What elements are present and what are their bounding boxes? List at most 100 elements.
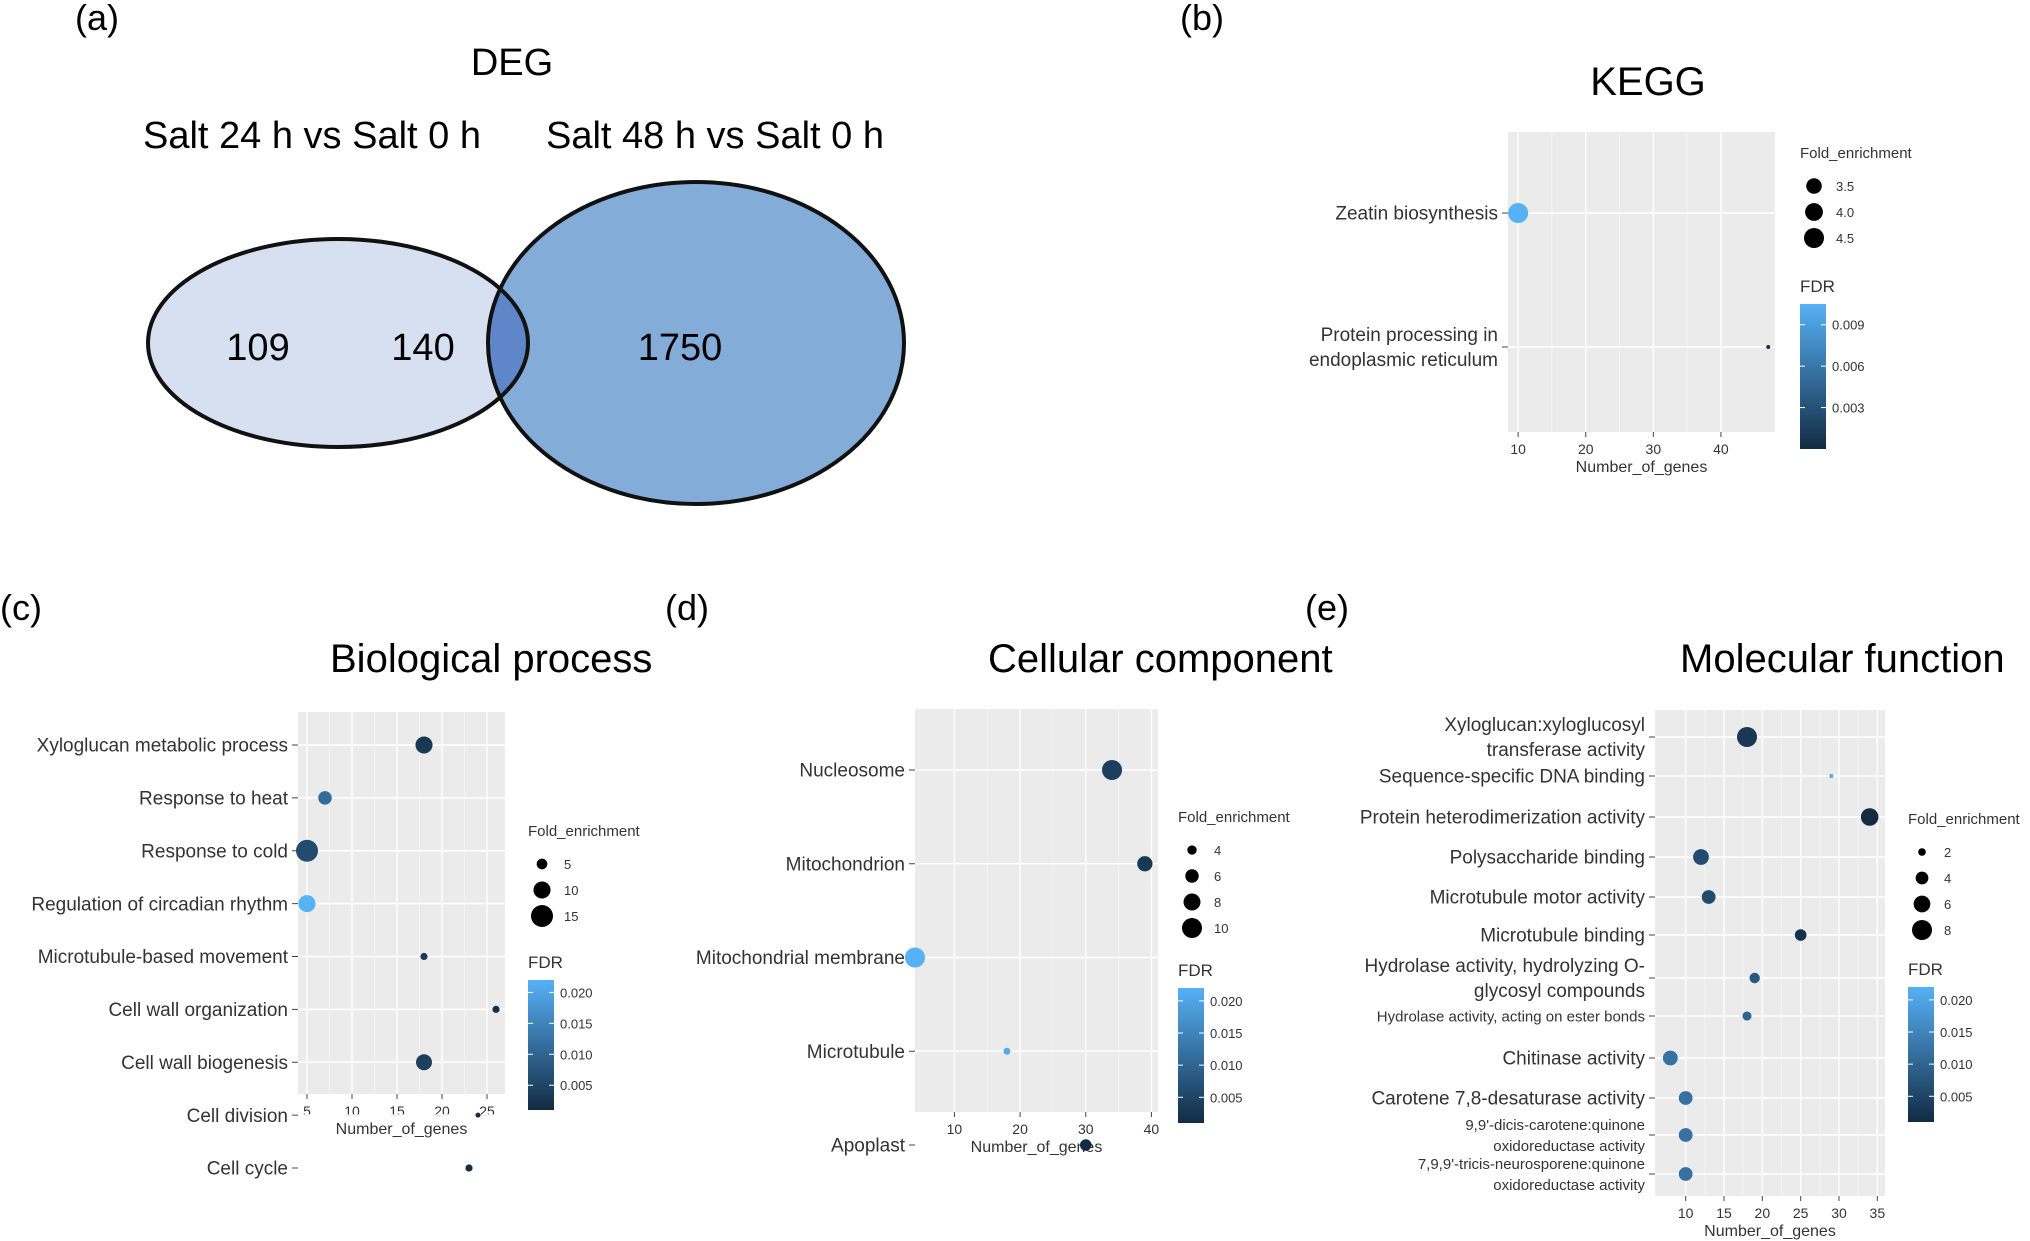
mf-category-label: Sequence-specific DNA binding — [1379, 767, 1645, 788]
venn-right-label: Salt 48 h vs Salt 0 h — [546, 115, 884, 157]
bp-color-legend-label: 0.015 — [560, 1016, 593, 1031]
mf-chart-title: Molecular function — [1680, 637, 2005, 681]
bp-x-axis-label: Number_of_genes — [336, 1121, 468, 1138]
kegg-category-label: endoplasmic reticulum — [1309, 350, 1498, 371]
mf-category-label: 7,9,9'-tricis-neurosporene:quinone — [1418, 1156, 1645, 1173]
bp-category-label: Cell cycle — [207, 1159, 288, 1180]
venn-diagram: DEG Salt 24 h vs Salt 0 h Salt 48 h vs S… — [143, 42, 906, 506]
mf-x-tick-label: 25 — [1793, 1205, 1809, 1221]
kegg-size-legend-key — [1805, 203, 1823, 221]
venn-right-set — [488, 182, 904, 504]
mf-plot-area — [1655, 710, 1885, 1196]
cc-size-legend-key — [1185, 869, 1199, 883]
venn-left-label: Salt 24 h vs Salt 0 h — [143, 115, 481, 157]
mf-data-point — [1737, 727, 1757, 747]
mf-color-legend-label: 0.015 — [1940, 1025, 1973, 1040]
mf-data-point — [1678, 1091, 1693, 1105]
mf-data-point — [1794, 929, 1807, 941]
mf-x-tick-label: 30 — [1831, 1205, 1847, 1221]
mf-data-point — [1860, 808, 1879, 826]
cc-category-label: Mitochondrial membrane — [696, 948, 905, 969]
mf-color-legend-label: 0.010 — [1940, 1057, 1973, 1072]
bp-category-label: Cell wall biogenesis — [121, 1053, 288, 1074]
mf-category-label: Chitinase activity — [1502, 1049, 1645, 1070]
bp-size-legend-key — [531, 905, 553, 927]
kegg-color-legend-title: FDR — [1800, 277, 1835, 296]
mf-size-legend-key — [1918, 848, 1926, 856]
kegg-color-legend-label: 0.003 — [1832, 401, 1865, 416]
kegg-color-legend-label: 0.009 — [1832, 318, 1865, 333]
cc-data-point — [905, 947, 925, 968]
mf-data-point — [1662, 1050, 1678, 1066]
cc-size-legend-key — [1182, 918, 1202, 938]
bp-size-legend-key — [533, 881, 551, 899]
mf-category-label: Microtubule binding — [1480, 926, 1645, 947]
bp-x-tick-label: 25 — [479, 1103, 495, 1119]
cc-category-label: Apoplast — [831, 1136, 906, 1157]
cc-data-point — [1137, 856, 1153, 872]
cc-chart-title: Cellular component — [988, 637, 1333, 681]
bp-data-point — [296, 839, 318, 862]
mf-color-legend-label: 0.020 — [1940, 993, 1973, 1008]
bp-data-point — [298, 895, 316, 913]
bp-x-tick-label: 20 — [434, 1103, 450, 1119]
kegg-category-label: Protein processing in — [1321, 325, 1498, 346]
kegg-data-point — [1508, 203, 1529, 223]
mf-category-label: Carotene 7,8-desaturase activity — [1371, 1089, 1645, 1110]
kegg-size-legend-label: 3.5 — [1836, 179, 1854, 194]
bp-size-legend-label: 10 — [564, 883, 578, 898]
mf-data-point — [1693, 849, 1709, 865]
kegg-x-tick-label: 30 — [1646, 441, 1662, 457]
mf-category-label: Protein heterodimerization activity — [1360, 808, 1646, 829]
bp-data-point — [465, 1164, 473, 1172]
cc-color-legend-title: FDR — [1178, 961, 1213, 980]
bp-size-legend-label: 5 — [564, 857, 571, 872]
cc-size-legend-label: 6 — [1214, 869, 1221, 884]
kegg-size-legend-key — [1804, 228, 1824, 248]
cc-size-legend-key — [1183, 893, 1201, 911]
cc-color-bar — [1178, 988, 1204, 1123]
cc-x-tick-label: 20 — [1012, 1121, 1028, 1137]
mf-size-legend-label: 2 — [1944, 845, 1951, 860]
mf-category-label: oxidoreductase activity — [1493, 1138, 1645, 1155]
mf-data-point — [1678, 1167, 1693, 1181]
mf-data-point — [1829, 774, 1834, 778]
cc-data-point — [1102, 760, 1123, 780]
cc-x-axis-label: Number_of_genes — [971, 1139, 1103, 1156]
cc-color-legend-label: 0.015 — [1210, 1026, 1243, 1041]
bp-data-point — [318, 791, 332, 805]
kegg-plot-area — [1508, 132, 1775, 432]
bp-data-point — [415, 736, 433, 754]
kegg-x-tick-label: 10 — [1510, 441, 1526, 457]
kegg-chart-title: KEGG — [1590, 60, 1706, 104]
bp-category-label: Response to heat — [139, 789, 289, 810]
mf-x-tick-label: 20 — [1755, 1205, 1771, 1221]
mf-category-label: Hydrolase activity, acting on ester bond… — [1377, 1008, 1645, 1025]
cc-size-legend-title: Fold_enrichment — [1178, 809, 1291, 826]
cc-size-legend-key — [1187, 845, 1197, 855]
cc-size-legend-label: 4 — [1214, 843, 1221, 858]
mf-size-legend-label: 8 — [1944, 923, 1951, 938]
mf-category-label: Hydrolase activity, hydrolyzing O- — [1364, 956, 1645, 977]
mf-category-label: glycosyl compounds — [1474, 981, 1645, 1002]
cc-x-tick-label: 40 — [1144, 1121, 1160, 1137]
cc-color-legend-label: 0.005 — [1210, 1090, 1243, 1105]
panel-label-c: (c) — [0, 587, 42, 628]
venn-overlap-count: 140 — [391, 327, 454, 369]
mf-category-label: Polysaccharide binding — [1450, 848, 1645, 869]
bp-color-legend-label: 0.005 — [560, 1078, 593, 1093]
mf-category-label: Xyloglucan:xyloglucosyl — [1444, 715, 1645, 736]
cc-category-label: Nucleosome — [799, 761, 905, 782]
cc-x-tick-label: 30 — [1078, 1121, 1094, 1137]
mf-color-bar — [1908, 987, 1934, 1122]
mf-category-label: Microtubule motor activity — [1430, 888, 1646, 909]
kegg-size-legend-label: 4.5 — [1836, 231, 1854, 246]
mf-size-legend-key — [1915, 871, 1929, 885]
cc-size-legend-label: 8 — [1214, 895, 1221, 910]
mf-size-legend-key — [1912, 920, 1932, 940]
cc-category-label: Mitochondrion — [786, 854, 905, 875]
kegg-color-legend-label: 0.006 — [1832, 359, 1865, 374]
kegg-x-tick-label: 20 — [1578, 441, 1594, 457]
bp-data-point — [420, 952, 428, 961]
